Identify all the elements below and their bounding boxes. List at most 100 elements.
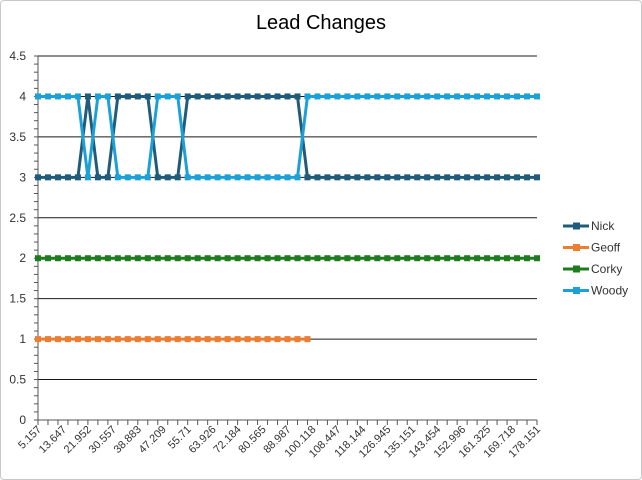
marker-woody [164,93,171,100]
marker-woody [424,93,431,100]
marker-corky [304,255,311,262]
marker-woody [334,93,341,100]
marker-nick [174,174,181,181]
marker-woody [214,174,221,181]
marker-nick [214,93,221,100]
marker-woody [35,93,41,100]
marker-geoff [84,336,91,343]
marker-woody [454,93,461,100]
marker-woody [44,93,51,100]
marker-geoff [124,336,131,343]
marker-geoff [64,336,71,343]
marker-corky [114,255,121,262]
chart-title: Lead Changes [255,12,387,34]
y-tick-label: 3 [19,170,26,184]
marker-nick [434,174,441,181]
marker-woody [494,93,501,100]
marker-nick [494,174,501,181]
legend-marker-geoff [573,244,580,251]
y-tick-label: 0.5 [9,373,26,387]
marker-corky [294,255,301,262]
marker-corky [484,255,491,262]
marker-corky [454,255,461,262]
marker-woody [284,174,291,181]
marker-corky [134,255,141,262]
marker-nick [454,174,461,181]
marker-corky [194,255,201,262]
marker-corky [124,255,131,262]
marker-nick [484,174,491,181]
marker-corky [234,255,241,262]
marker-woody [384,93,391,100]
marker-corky [164,255,171,262]
marker-woody [534,93,540,100]
marker-nick [314,174,321,181]
marker-woody [204,174,211,181]
marker-corky [434,255,441,262]
y-tick-label: 2 [19,251,26,265]
marker-corky [54,255,61,262]
marker-woody [324,93,331,100]
marker-woody [104,93,111,100]
marker-nick [354,174,361,181]
x-tick-label: 47.209 [137,424,169,456]
marker-nick [424,174,431,181]
y-tick-label: 1 [19,332,26,346]
marker-geoff [264,336,271,343]
marker-nick [404,174,411,181]
marker-corky [84,255,91,262]
marker-corky [374,255,381,262]
marker-corky [524,255,531,262]
marker-woody [234,174,241,181]
marker-nick [394,174,401,181]
marker-corky [424,255,431,262]
marker-woody [264,174,271,181]
legend-marker-nick [573,222,580,230]
marker-nick [444,174,451,181]
marker-woody [134,174,141,181]
marker-nick [344,174,351,181]
marker-woody [344,93,351,100]
marker-woody [374,93,381,100]
marker-corky [384,255,391,262]
marker-geoff [174,336,181,343]
marker-woody [414,93,421,100]
marker-nick [104,174,111,181]
marker-nick [464,174,471,181]
marker-nick [134,93,141,100]
marker-corky [514,255,521,262]
marker-nick [274,93,281,100]
marker-woody [314,93,321,100]
marker-geoff [154,336,161,343]
marker-corky [354,255,361,262]
y-tick-label: 2.5 [9,211,26,225]
marker-corky [174,255,181,262]
marker-corky [244,255,251,262]
marker-corky [154,255,161,262]
legend-label-corky: Corky [591,262,622,276]
marker-woody [444,93,451,100]
marker-woody [294,174,301,181]
marker-corky [344,255,351,262]
marker-nick [524,174,531,181]
marker-nick [534,174,540,181]
marker-corky [284,255,291,262]
marker-geoff [134,336,141,343]
marker-corky [94,255,101,262]
marker-corky [314,255,321,262]
marker-woody [254,174,261,181]
marker-geoff [184,336,191,343]
marker-woody [64,93,71,100]
marker-corky [184,255,191,262]
legend-label-woody: Woody [591,284,628,298]
marker-woody [304,93,311,100]
marker-woody [114,174,121,181]
marker-nick [264,93,271,100]
marker-corky [534,255,540,262]
marker-woody [174,93,181,100]
marker-geoff [104,336,111,343]
marker-corky [364,255,371,262]
marker-woody [54,93,61,100]
marker-woody [354,93,361,100]
